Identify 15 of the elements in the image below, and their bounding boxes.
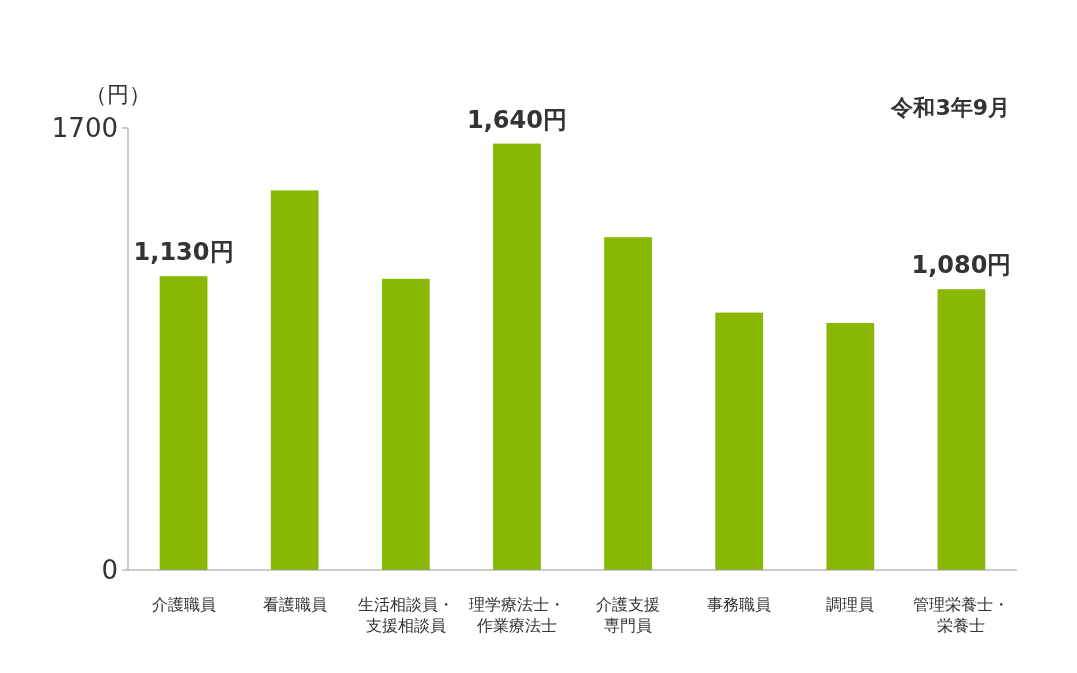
x-tick-label: 介護支援専門員 [596, 595, 661, 635]
data-label: 1,130円 [133, 238, 234, 267]
x-tick-label: 介護職員 [151, 595, 216, 614]
data-label: 1,080円 [911, 251, 1012, 280]
x-tick-label: 調理員 [826, 595, 875, 614]
x-tick-label: 事務職員 [707, 595, 772, 614]
text: 令和3年9月 [890, 95, 1010, 120]
data-label: 1,640円 [466, 105, 567, 134]
x-tick-label: 看護職員 [262, 595, 327, 614]
x-tick-label: 管理栄養士・栄養士 [913, 595, 1010, 635]
x-tick-label: 生活相談員・支援相談員 [357, 595, 454, 635]
y-axis-title: （円） [85, 82, 151, 107]
y-tick-label: 1700 [51, 113, 118, 143]
y-tick-label: 0 [101, 555, 118, 585]
x-tick-label: 理学療法士・作業療法士 [468, 595, 565, 635]
